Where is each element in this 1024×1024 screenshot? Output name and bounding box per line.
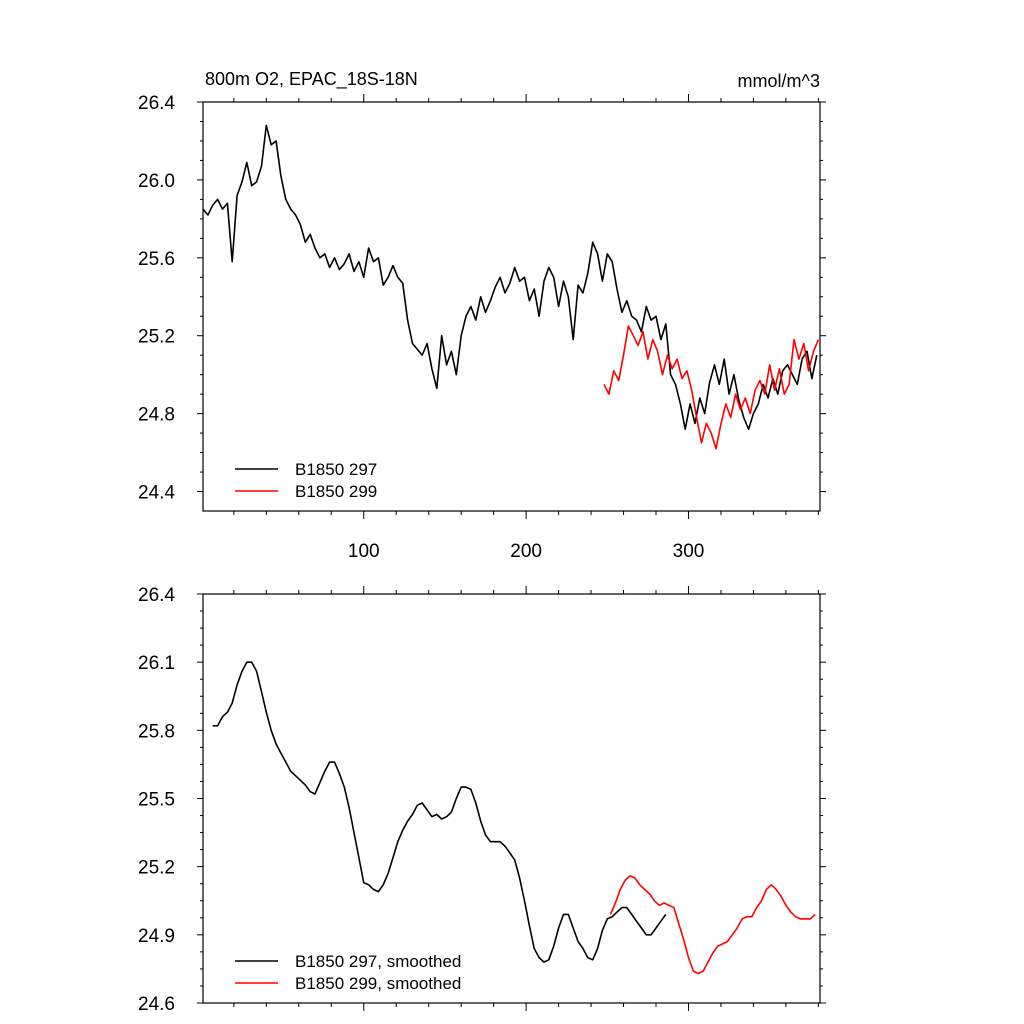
y-tick-label: 24.8 [138,405,175,426]
series-line-b1850-297 [202,124,818,430]
top-line-panel: 24.4 24.8 25.2 25.6 26.0 26.4 100 200 300 800m O… [138,69,826,562]
x-tick-label: 200 [510,541,542,562]
legend-label-b1850-299: B1850 299 [295,482,377,501]
y-tick-label: 25.2 [138,858,175,879]
series-line-b1850-297-smoothed [212,661,667,963]
y-tick-label: 25.6 [138,249,175,270]
y-tick-label: 24.4 [138,483,175,504]
x-tick-label: 300 [673,541,705,562]
bottom-panel-ticks: 24.6 24.9 25.2 25.5 25.8 26.1 26.4 [138,585,826,1015]
y-tick-label: 26.1 [138,653,175,674]
top-panel-series [202,124,820,450]
bottom-line-panel: 24.6 24.9 25.2 25.5 25.8 26.1 26.4 B1850 297, … [138,585,826,1015]
top-panel-frame [202,101,821,512]
y-tick-label: 25.2 [138,327,175,348]
legend-label-b1850-297: B1850 297 [295,460,377,479]
y-tick-label: 25.5 [138,790,175,811]
legend-label-b1850-299-smoothed: B1850 299, smoothed [295,974,461,993]
y-tick-label: 24.6 [138,994,175,1015]
x-tick-label: 100 [348,541,380,562]
chart-title: 800m O2, EPAC_18S-18N [205,69,418,90]
y-tick-label: 26.4 [138,93,175,114]
y-tick-label: 26.4 [138,585,175,606]
top-panel-legend: B1850 297 B1850 299 [235,460,377,501]
y-tick-label: 26.0 [138,171,175,192]
series-line-b1850-299-smoothed [609,875,816,975]
y-tick-label: 25.8 [138,721,175,742]
bottom-panel-series [212,661,816,975]
legend-label-b1850-297-smoothed: B1850 297, smoothed [295,952,461,971]
units-label: mmol/m^3 [738,71,820,91]
y-tick-label: 24.9 [138,926,175,947]
bottom-panel-legend: B1850 297, smoothed B1850 299, smoothed [235,952,461,993]
series-line-b1850-299 [603,325,820,450]
top-panel-ticks: 24.4 24.8 25.2 25.6 26.0 26.4 100 200 300 [138,93,826,562]
